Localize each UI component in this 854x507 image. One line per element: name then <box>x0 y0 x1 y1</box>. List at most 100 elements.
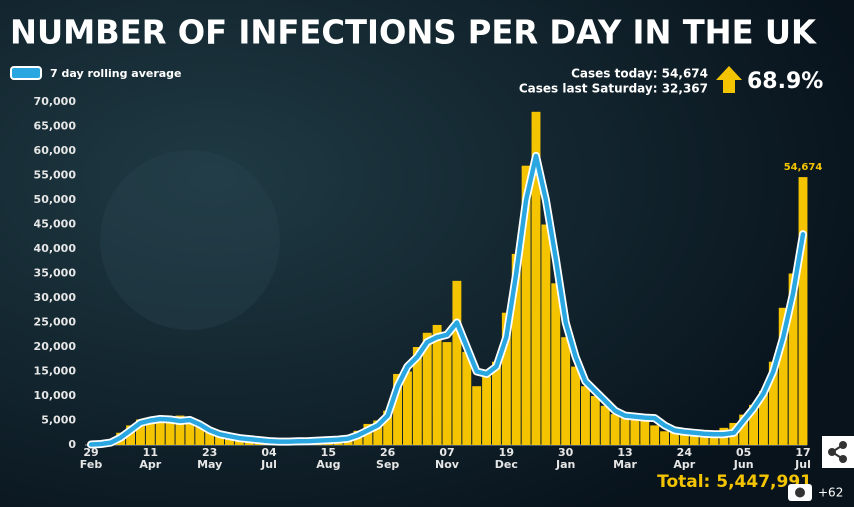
bar <box>422 332 432 445</box>
x-tick-label-line: 13 <box>617 446 632 459</box>
x-tick-label-line: 17 <box>795 446 810 459</box>
bar <box>393 373 403 445</box>
share-count: +62 <box>818 486 843 500</box>
x-tick-label: 26 Sep <box>376 446 399 471</box>
chart-title: NUMBER OF INFECTIONS PER DAY IN THE UK <box>10 13 817 52</box>
bar <box>778 307 788 445</box>
x-tick-label-line: Jul <box>794 458 811 471</box>
x-tick-label-line: Feb <box>80 458 103 471</box>
bar <box>739 414 749 445</box>
bar <box>650 425 660 445</box>
bar <box>551 283 561 445</box>
bar <box>224 436 234 445</box>
x-tick-label-line: 24 <box>677 446 693 459</box>
x-tick-label: 13 Mar <box>613 446 637 471</box>
bar <box>205 431 215 445</box>
virus-decoration <box>100 150 280 330</box>
y-tick-label: 70,000 <box>34 95 77 108</box>
bar <box>590 396 600 445</box>
x-tick-label-line: 07 <box>439 446 454 459</box>
y-tick-label: 40,000 <box>34 242 77 255</box>
bar <box>165 422 175 445</box>
change-percent: 68.9% <box>747 69 823 94</box>
share-button[interactable] <box>822 436 854 468</box>
x-tick-label-line: Sep <box>376 458 399 471</box>
x-tick-label-line: Aug <box>316 458 340 471</box>
bar <box>571 366 581 445</box>
cases-today: Cases today: 54,674 <box>571 67 708 81</box>
bar <box>373 420 383 445</box>
bar <box>620 417 630 445</box>
bar <box>541 224 551 445</box>
y-tick-label: 15,000 <box>34 365 77 378</box>
x-tick-label-line: Jan <box>555 458 575 471</box>
bar <box>482 376 492 445</box>
bar <box>462 351 472 445</box>
x-tick-label-line: 04 <box>261 446 277 459</box>
x-tick-label: 24 Apr <box>673 446 695 471</box>
cases-last-saturday: Cases last Saturday: 32,367 <box>519 82 708 96</box>
legend-label: 7 day rolling average <box>50 67 182 80</box>
share-icon <box>828 441 847 463</box>
y-tick-label: 55,000 <box>34 169 77 182</box>
x-tick-label: 11 Apr <box>139 446 161 471</box>
x-tick-label-line: 23 <box>202 446 217 459</box>
bar <box>491 361 501 445</box>
bar <box>185 421 195 445</box>
x-tick-label: 23 May <box>197 446 222 471</box>
y-tick-label: 25,000 <box>34 316 77 329</box>
x-tick-label-line: Jun <box>733 458 754 471</box>
y-tick-label: 5,000 <box>41 414 76 427</box>
plot-area: 0 5,000 10,000 15,000 20,000 25,000 30,000 35,0… <box>34 95 823 471</box>
x-tick-label-line: 05 <box>736 446 751 459</box>
bar <box>610 414 620 445</box>
x-tick-label-line: Nov <box>435 458 460 471</box>
x-tick-label: 19 Dec <box>495 446 518 471</box>
y-tick-label: 30,000 <box>34 291 77 304</box>
bar <box>135 419 145 445</box>
y-tick-label: 65,000 <box>34 120 77 133</box>
bar <box>501 312 511 445</box>
bar <box>521 165 531 445</box>
x-tick-label-line: 30 <box>558 446 574 459</box>
x-tick-label-line: 19 <box>499 446 514 459</box>
bar <box>798 177 808 445</box>
bar <box>402 371 412 445</box>
bar <box>749 404 759 445</box>
bar <box>788 273 798 445</box>
bar <box>600 405 610 445</box>
bar <box>640 420 650 445</box>
bar <box>630 415 640 445</box>
bar <box>669 432 679 445</box>
y-tick-label: 0 <box>68 438 76 451</box>
total: Total: 5,447,991 <box>657 472 812 492</box>
bar <box>412 347 422 445</box>
bar <box>383 410 393 445</box>
up-arrow-icon <box>716 66 742 93</box>
bar <box>195 426 205 445</box>
x-tick-label-line: 11 <box>143 446 158 459</box>
x-tick-label-line: 26 <box>380 446 396 459</box>
bar <box>452 280 462 445</box>
x-tick-label-line: 29 <box>83 446 98 459</box>
bar <box>442 342 452 445</box>
bar <box>768 361 778 445</box>
x-tick-label-line: May <box>197 458 222 471</box>
bar <box>699 433 709 445</box>
bar <box>145 418 155 445</box>
x-tick-label: 04 Jul <box>260 446 277 471</box>
value-label: 54,674 <box>784 162 823 173</box>
x-tick-label: 29 Feb <box>80 446 103 471</box>
bar <box>155 416 165 445</box>
bar <box>758 391 768 445</box>
bar <box>432 324 442 445</box>
bar <box>709 432 719 445</box>
x-tick-label-line: Apr <box>673 458 695 471</box>
x-tick-label: 07 Nov <box>435 446 460 471</box>
x-tick-label-line: 15 <box>321 446 336 459</box>
x-tick-label: 05 Jun <box>733 446 754 471</box>
bar <box>511 253 521 445</box>
x-tick-label: 15 Aug <box>316 446 340 471</box>
